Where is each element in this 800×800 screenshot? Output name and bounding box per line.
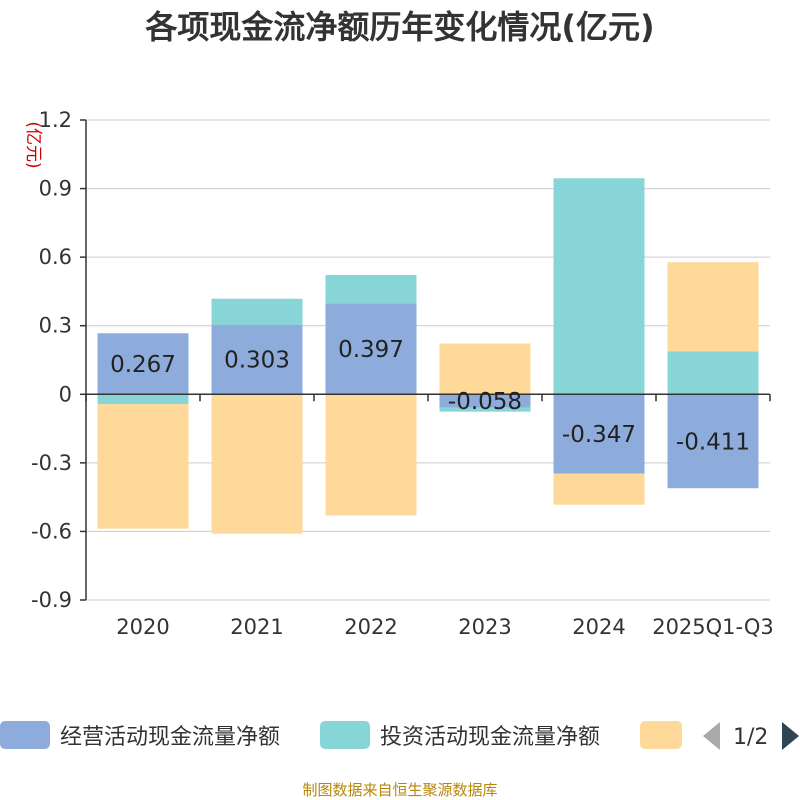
bar-series0-2023[interactable]: [439, 394, 531, 408]
data-label: -0.058: [448, 389, 522, 415]
x-tick-label: 2022: [344, 615, 397, 639]
y-tick-label: 0.9: [39, 177, 72, 201]
bar-series2-2023[interactable]: [439, 343, 531, 395]
x-tick-label: 2021: [230, 615, 283, 639]
y-tick-label: 0.6: [39, 245, 72, 269]
bar-series2-2021[interactable]: [211, 394, 303, 534]
bars: [97, 178, 759, 534]
bar-series1-2023[interactable]: [439, 407, 531, 412]
bar-series2-2025Q1-Q3[interactable]: [667, 262, 759, 352]
triangle-left-icon[interactable]: [703, 722, 720, 750]
legend-swatch-investing[interactable]: [320, 721, 370, 749]
bar-series0-2021[interactable]: [211, 325, 303, 395]
bar-series0-2024[interactable]: [553, 394, 645, 474]
data-label: 0.303: [224, 348, 290, 374]
legend-swatch-operating[interactable]: [0, 721, 50, 749]
source-note: 制图数据来自恒生聚源数据库: [302, 781, 497, 799]
y-tick-label: 0.3: [39, 314, 72, 338]
bar-series2-2020[interactable]: [97, 404, 189, 529]
data-label: 0.267: [110, 352, 176, 378]
data-label: -0.411: [676, 429, 750, 455]
bar-series1-2020[interactable]: [97, 394, 189, 405]
legend: 经营活动现金流量净额 投资活动现金流量净额 1/2: [0, 721, 799, 750]
y-tick-label: -0.3: [31, 451, 72, 475]
data-label: 0.397: [338, 337, 404, 363]
y-tick-label: -0.9: [31, 588, 72, 612]
legend-page-indicator: 1/2: [733, 725, 768, 750]
bar-series0-2020[interactable]: [97, 333, 189, 395]
x-tick-label: 2024: [572, 615, 625, 639]
bar-series0-2022[interactable]: [325, 303, 417, 395]
x-tick-label: 2020: [116, 615, 169, 639]
bar-series1-2022[interactable]: [325, 274, 417, 304]
triangle-right-icon[interactable]: [782, 722, 799, 750]
chart-title: 各项现金流净额历年变化情况(亿元): [145, 8, 654, 46]
bar-series1-2024[interactable]: [553, 178, 645, 395]
y-axis-unit: (亿元): [23, 121, 43, 168]
bar-series1-2021[interactable]: [211, 298, 303, 326]
bar-series1-2025Q1-Q3[interactable]: [667, 351, 759, 395]
y-tick-label: 0: [59, 382, 72, 406]
bar-series2-2022[interactable]: [325, 394, 417, 516]
y-tick-label: 1.2: [39, 108, 72, 132]
data-label: -0.347: [562, 422, 636, 448]
legend-label-investing[interactable]: 投资活动现金流量净额: [380, 725, 600, 750]
legend-swatch-financing[interactable]: [640, 721, 682, 749]
bar-series2-2024[interactable]: [553, 473, 645, 505]
x-tick-label: 2025Q1-Q3: [652, 615, 774, 639]
bar-series0-2025Q1-Q3[interactable]: [667, 394, 759, 489]
data-labels: 0.267 0.303 0.397 -0.058 -0.347 -0.411: [110, 337, 750, 455]
x-tick-label: 2023: [458, 615, 511, 639]
legend-label-operating[interactable]: 经营活动现金流量净额: [60, 725, 280, 750]
grid-lines: [86, 119, 770, 601]
axes: 1.2 0.9 0.6 0.3 0 -0.3 -0.6 -0.9 2020 2021 2022 202…: [31, 108, 774, 639]
y-tick-label: -0.6: [31, 519, 72, 543]
